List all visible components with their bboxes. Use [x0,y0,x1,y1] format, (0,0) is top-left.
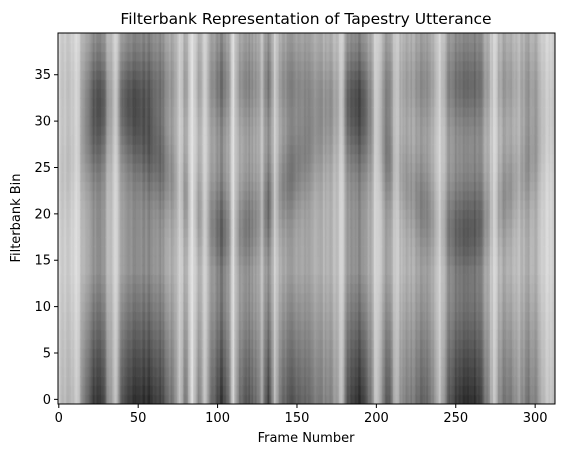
y-tick-label: 20 [34,207,51,222]
chart-title: Filterbank Representation of Tapestry Ut… [120,10,491,28]
y-tick-label: 35 [34,68,51,83]
heatmap-image [58,33,555,404]
x-tick-label: 0 [55,411,63,426]
y-tick-label: 25 [34,161,51,176]
x-tick-label: 300 [523,411,548,426]
plot-frame [57,32,556,405]
y-tick-label: 15 [34,254,51,269]
y-tick-label: 5 [43,346,51,361]
y-tick-label: 0 [43,393,51,408]
y-axis-title: Filterbank Bin [9,173,24,262]
x-tick-label: 150 [285,411,310,426]
y-tick-label: 10 [34,300,51,315]
heatmap-canvas [58,33,555,404]
y-tick-label: 30 [34,115,51,130]
y-axis: 0 5 10 15 20 25 30 35 [34,68,58,408]
x-tick-label: 50 [130,411,147,426]
x-tick-label: 250 [443,411,468,426]
x-tick-label: 100 [205,411,230,426]
x-tick-label: 200 [364,411,389,426]
x-axis-title: Frame Number [258,431,356,446]
x-axis: 0 50 100 150 200 250 300 [55,404,548,426]
